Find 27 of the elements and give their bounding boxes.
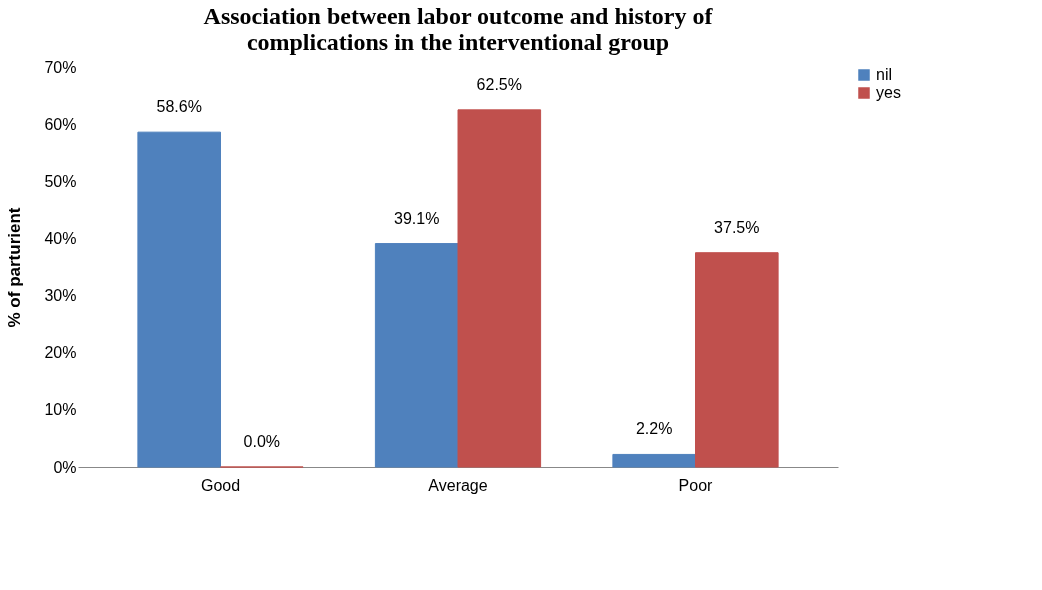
y-tick-label: 50%: [44, 172, 77, 190]
data-label: 58.6%: [156, 98, 202, 116]
x-tick-label: Poor: [678, 476, 714, 494]
text: Association between labor outcome and history of: [203, 3, 713, 29]
y-tick-label: 0%: [53, 458, 77, 476]
data-label: 39.1%: [394, 209, 440, 227]
bar: [457, 109, 542, 468]
bar: [374, 243, 459, 468]
y-tick-label: 40%: [44, 229, 77, 247]
bar: [137, 131, 221, 468]
y-tick-label: 70%: [44, 58, 77, 76]
y-tick-label: 10%: [44, 401, 77, 419]
text: complications in the interventional group: [246, 29, 670, 55]
data-label: 0.0%: [243, 433, 281, 450]
legend-label: yes: [876, 84, 901, 101]
legend-label: nil: [876, 66, 893, 83]
data-label: 37.5%: [714, 218, 760, 236]
bar: [695, 252, 779, 468]
data-label: 62.5%: [476, 75, 522, 93]
x-tick-label: Good: [200, 476, 241, 494]
x-tick-label: Average: [428, 476, 488, 494]
y-axis-title: % of parturient: [5, 207, 25, 328]
data-label: 2.2%: [635, 420, 673, 438]
y-tick-label: 30%: [44, 287, 77, 305]
y-tick-label: 20%: [44, 344, 77, 362]
y-tick-label: 60%: [44, 115, 77, 133]
bar: [612, 453, 696, 468]
